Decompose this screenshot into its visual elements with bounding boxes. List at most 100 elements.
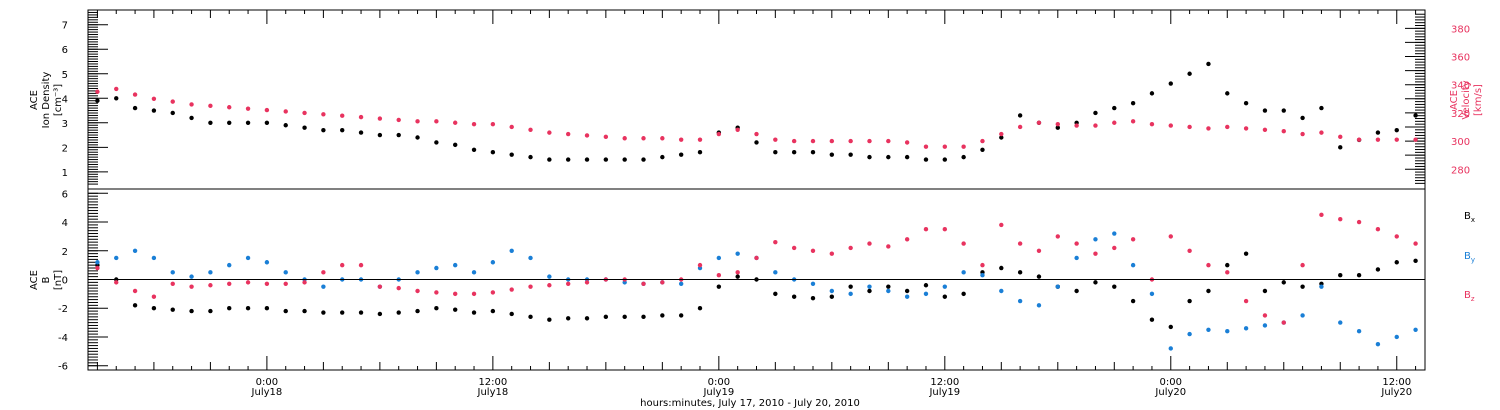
data-point-Bz bbox=[1300, 262, 1305, 268]
velocity-tick-label: 320 bbox=[1451, 109, 1470, 120]
data-point-velocity bbox=[1187, 124, 1192, 130]
x-tick-date: July18 bbox=[251, 387, 283, 398]
data-point-velocity bbox=[829, 138, 835, 144]
data-point-density bbox=[283, 123, 288, 128]
data-point-Bz bbox=[509, 287, 514, 292]
data-point-velocity bbox=[904, 140, 910, 145]
density-tick-label: 1 bbox=[62, 168, 68, 179]
data-point-By bbox=[1206, 327, 1211, 332]
data-point-density bbox=[208, 120, 213, 125]
data-point-velocity bbox=[641, 136, 646, 141]
data-point-By bbox=[886, 288, 891, 294]
data-point-Bz bbox=[716, 272, 722, 278]
data-point-velocity bbox=[1225, 124, 1230, 130]
legend-By-subscript: y bbox=[1471, 256, 1475, 264]
data-point-density bbox=[565, 157, 571, 162]
data-point-Bx bbox=[358, 310, 364, 315]
data-point-velocity bbox=[660, 136, 665, 141]
data-point-By bbox=[1112, 231, 1117, 236]
x-tick-date: July18 bbox=[477, 387, 509, 398]
data-point-Bz bbox=[641, 281, 646, 287]
b-tick-label: 0 bbox=[62, 276, 68, 287]
data-point-Bx bbox=[942, 294, 948, 299]
velocity-axis-label: [km/s] bbox=[1473, 84, 1484, 116]
data-point-By bbox=[132, 248, 138, 253]
data-point-density bbox=[547, 157, 552, 162]
data-point-By bbox=[321, 284, 326, 289]
data-point-velocity bbox=[170, 99, 175, 104]
data-point-By bbox=[1168, 346, 1173, 351]
velocity-axis-label: Velocity bbox=[1461, 80, 1472, 119]
data-point-density bbox=[1243, 100, 1249, 106]
data-point-Bz bbox=[848, 245, 853, 251]
data-point-Bx bbox=[1074, 288, 1079, 294]
x-tick-date: July20 bbox=[1154, 387, 1186, 398]
data-point-By bbox=[1413, 327, 1418, 332]
data-point-By bbox=[151, 255, 157, 261]
data-point-By bbox=[1093, 237, 1098, 242]
data-point-density bbox=[1281, 108, 1286, 113]
data-point-Bx bbox=[1281, 280, 1286, 285]
data-point-Bz bbox=[490, 290, 496, 295]
data-point-density bbox=[584, 157, 590, 162]
data-point-Bz bbox=[1356, 219, 1362, 225]
data-point-density bbox=[980, 147, 985, 152]
data-point-By bbox=[980, 272, 985, 278]
data-point-density bbox=[1394, 127, 1399, 133]
density-tick-label: 2 bbox=[62, 143, 68, 154]
data-point-velocity bbox=[886, 138, 891, 144]
data-point-velocity bbox=[302, 110, 307, 116]
data-point-Bz bbox=[697, 262, 703, 268]
data-point-density bbox=[622, 157, 627, 162]
legend-By-name: B bbox=[1464, 251, 1471, 262]
data-point-velocity bbox=[396, 117, 401, 123]
data-point-Bx bbox=[1300, 284, 1305, 289]
data-point-density bbox=[132, 105, 138, 111]
data-point-By bbox=[170, 270, 175, 275]
data-point-density bbox=[1300, 115, 1305, 121]
data-point-Bz bbox=[735, 270, 740, 275]
data-point-velocity bbox=[923, 144, 929, 149]
data-point-Bz bbox=[95, 265, 100, 271]
data-point-By bbox=[1356, 329, 1362, 334]
data-point-density bbox=[264, 120, 270, 125]
data-point-velocity bbox=[1168, 123, 1173, 128]
data-point-velocity bbox=[622, 136, 627, 141]
data-point-Bx bbox=[1149, 317, 1155, 322]
b-axis-label: [nT] bbox=[53, 270, 64, 290]
data-point-velocity bbox=[565, 131, 571, 137]
data-point-velocity bbox=[208, 103, 213, 109]
data-point-density bbox=[302, 125, 307, 130]
data-point-density bbox=[754, 140, 759, 145]
data-point-Bz bbox=[453, 291, 458, 297]
data-point-density bbox=[1206, 61, 1211, 67]
data-point-Bz bbox=[773, 239, 778, 245]
data-point-velocity bbox=[321, 112, 326, 117]
data-point-By bbox=[208, 270, 213, 275]
data-point-Bx bbox=[1375, 267, 1381, 272]
data-point-Bx bbox=[603, 314, 609, 320]
data-point-velocity bbox=[132, 92, 138, 97]
data-point-density bbox=[923, 157, 929, 162]
data-point-Bx bbox=[1243, 251, 1249, 256]
data-point-Bz bbox=[829, 251, 835, 256]
data-point-Bx bbox=[678, 313, 684, 318]
data-point-Bz bbox=[1243, 298, 1249, 304]
data-point-Bx bbox=[471, 310, 477, 315]
data-point-density bbox=[490, 150, 496, 155]
data-point-Bx bbox=[1413, 258, 1418, 264]
data-point-Bz bbox=[1074, 241, 1079, 246]
data-point-velocity bbox=[980, 138, 985, 144]
data-point-velocity bbox=[434, 119, 439, 124]
data-point-density bbox=[886, 154, 891, 160]
legend-Bx-name: B bbox=[1464, 211, 1471, 222]
data-point-velocity bbox=[528, 127, 533, 133]
data-point-By bbox=[735, 251, 740, 256]
data-point-velocity bbox=[961, 144, 966, 149]
data-point-Bx bbox=[227, 306, 232, 311]
data-point-Bz bbox=[1281, 320, 1286, 325]
data-point-Bz bbox=[547, 283, 552, 288]
data-point-Bx bbox=[1338, 272, 1343, 278]
data-point-Bz bbox=[321, 270, 326, 275]
data-point-Bx bbox=[189, 308, 194, 314]
